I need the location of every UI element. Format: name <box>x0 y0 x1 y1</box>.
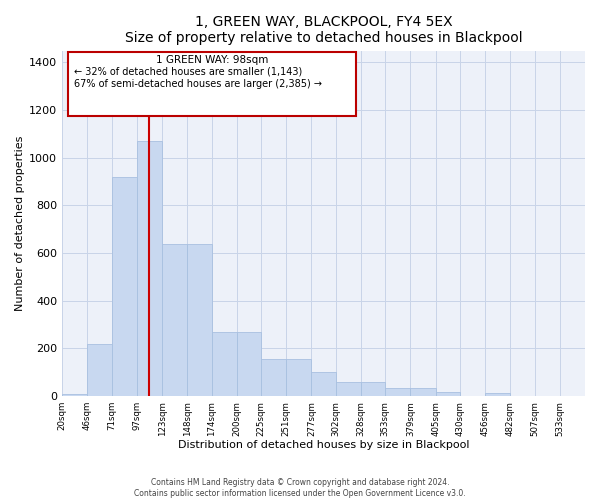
Bar <box>385 388 410 396</box>
Bar <box>410 388 436 396</box>
Bar <box>436 392 460 396</box>
Title: 1, GREEN WAY, BLACKPOOL, FY4 5EX
Size of property relative to detached houses in: 1, GREEN WAY, BLACKPOOL, FY4 5EX Size of… <box>125 15 523 45</box>
Bar <box>361 382 385 396</box>
Text: Contains HM Land Registry data © Crown copyright and database right 2024.
Contai: Contains HM Land Registry data © Crown c… <box>134 478 466 498</box>
Bar <box>112 177 137 396</box>
Bar <box>311 372 336 396</box>
Bar <box>336 382 361 396</box>
Bar <box>88 344 112 396</box>
Bar <box>162 244 187 396</box>
Bar <box>261 359 286 396</box>
Bar <box>286 359 311 396</box>
Bar <box>137 141 162 396</box>
Text: ← 32% of detached houses are smaller (1,143): ← 32% of detached houses are smaller (1,… <box>74 66 302 76</box>
Bar <box>485 393 511 396</box>
Bar <box>237 332 261 396</box>
Bar <box>212 332 237 396</box>
X-axis label: Distribution of detached houses by size in Blackpool: Distribution of detached houses by size … <box>178 440 469 450</box>
Bar <box>62 394 88 396</box>
FancyBboxPatch shape <box>68 52 356 116</box>
Bar <box>187 244 212 396</box>
Text: 67% of semi-detached houses are larger (2,385) →: 67% of semi-detached houses are larger (… <box>74 78 322 88</box>
Y-axis label: Number of detached properties: Number of detached properties <box>15 136 25 311</box>
Text: 1 GREEN WAY: 98sqm: 1 GREEN WAY: 98sqm <box>156 55 268 65</box>
